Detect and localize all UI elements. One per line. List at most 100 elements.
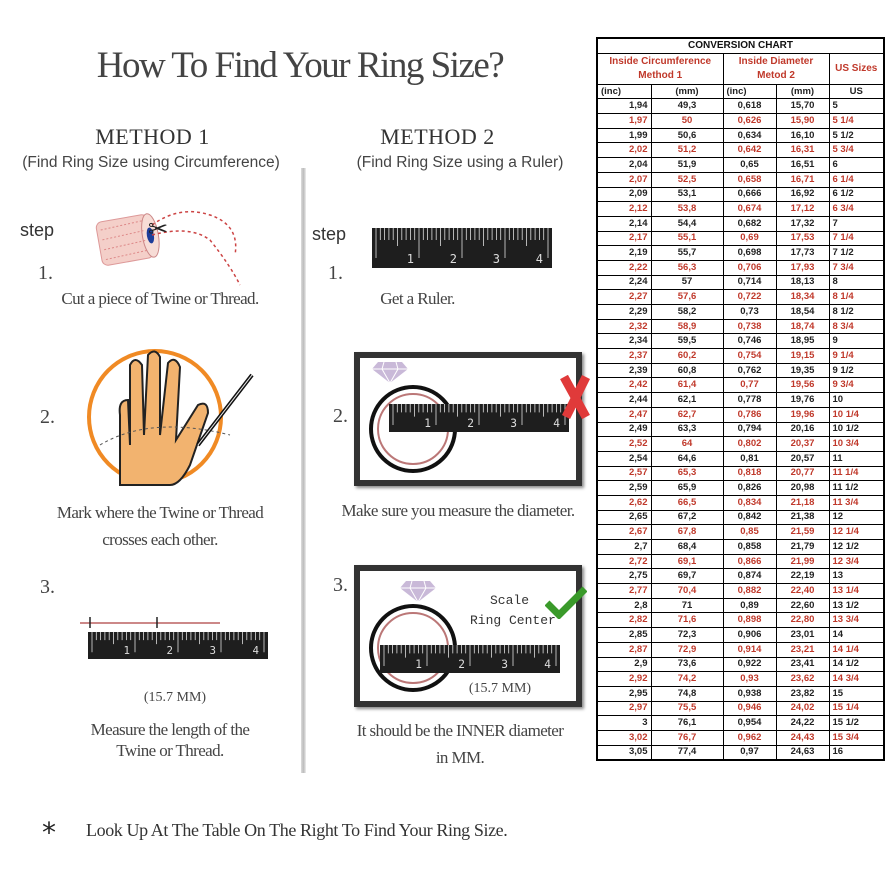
cell-circ-inc: 2,39 xyxy=(596,362,652,379)
cell-diam-mm: 24,63 xyxy=(775,744,830,761)
ruler-number: 1 xyxy=(415,658,422,671)
cell-circ-mm: 51,9 xyxy=(650,157,724,173)
cell-diam-mm: 15,90 xyxy=(775,113,830,129)
table-row: 2,97 75,5 0,946 24,02 15 1/4 xyxy=(596,700,885,717)
cell-diam-inc: 0,682 xyxy=(722,215,777,232)
cell-circ-mm: 71 xyxy=(650,597,724,614)
thread-line-icon xyxy=(80,617,220,628)
ruler-number: 4 xyxy=(536,252,543,266)
cell-circ-inc: 2,29 xyxy=(596,304,652,320)
cell-us-size: 5 1/4 xyxy=(828,113,885,129)
cell-circ-inc: 2,9 xyxy=(596,656,652,673)
cell-diam-inc: 0,834 xyxy=(722,494,777,511)
cell-circ-mm: 68,4 xyxy=(650,539,724,555)
method2-step3-caption-line1: It should be the INNER diameter xyxy=(356,721,564,740)
table-row: 2,57 65,3 0,818 20,77 11 1/4 xyxy=(596,465,885,482)
cell-diam-inc: 0,954 xyxy=(722,715,777,731)
cell-diam-mm: 19,76 xyxy=(775,392,830,408)
ruler-number: 3 xyxy=(501,658,508,671)
method2-heading: METHOD 2 xyxy=(380,124,495,149)
method1-step2-caption-line1: Mark where the Twine or Thread xyxy=(56,503,264,522)
cell-circ-inc: 2,62 xyxy=(596,494,652,511)
ruler-icon: 1 2 3 4 xyxy=(372,228,552,273)
cell-circ-inc: 2,22 xyxy=(596,259,652,276)
cell-diam-inc: 0,618 xyxy=(722,98,777,115)
cell-circ-mm: 55,1 xyxy=(650,230,724,247)
wrong-measure-illustration: 1 2 3 4 xyxy=(354,352,582,486)
cell-circ-inc: 1,94 xyxy=(596,98,652,115)
cell-diam-mm: 24,02 xyxy=(775,700,830,717)
cell-us-size: 12 3/4 xyxy=(828,553,885,570)
method1-step2-caption-line2: crosses each other. xyxy=(102,530,218,549)
cell-us-size: 5 xyxy=(828,98,885,115)
cell-circ-mm: 67,8 xyxy=(650,524,724,540)
table-row: 2,82 71,6 0,898 22,80 13 3/4 xyxy=(596,612,885,629)
cell-diam-inc: 0,658 xyxy=(722,171,777,188)
cell-us-size: 14 1/2 xyxy=(828,656,885,673)
cell-circ-mm: 72,9 xyxy=(650,641,724,658)
table-row: 2,27 57,6 0,722 18,34 8 1/4 xyxy=(596,289,885,305)
cell-diam-inc: 0,962 xyxy=(722,729,777,746)
method1-step3-caption-line2: Twine or Thread. xyxy=(116,741,224,760)
cell-diam-inc: 0,858 xyxy=(722,539,777,555)
cell-circ-mm: 75,5 xyxy=(650,700,724,717)
cell-diam-mm: 21,99 xyxy=(775,553,830,570)
cell-us-size: 14 3/4 xyxy=(828,671,885,687)
hand-measure-icon xyxy=(87,349,254,486)
correct-measure-illustration: Scale Ring Center 1 2 3 4 (15.7 MM) xyxy=(354,565,582,707)
method2-step2-caption: Make sure you measure the diameter. xyxy=(341,501,576,520)
cell-circ-mm: 57,6 xyxy=(650,289,724,305)
cell-diam-inc: 0,706 xyxy=(722,259,777,276)
cell-circ-mm: 58,9 xyxy=(650,318,724,335)
cell-diam-mm: 17,53 xyxy=(775,230,830,247)
cell-diam-inc: 0,946 xyxy=(722,700,777,717)
table-row: 2,17 55,1 0,69 17,53 7 1/4 xyxy=(596,230,885,247)
table-row: 2,54 64,6 0,81 20,57 11 xyxy=(596,450,885,467)
svg-text:✂: ✂ xyxy=(148,215,168,243)
method2-step3-caption-line2: in MM. xyxy=(435,748,485,767)
thread-spool-icon: ✂ xyxy=(95,210,241,286)
cell-diam-inc: 0,738 xyxy=(722,318,777,335)
cell-diam-inc: 0,746 xyxy=(722,333,777,350)
cell-circ-inc: 2,24 xyxy=(596,274,652,291)
cell-circ-inc: 2,42 xyxy=(596,377,652,394)
cell-circ-mm: 69,1 xyxy=(650,553,724,570)
header-circumference-line1: Inside Circumference xyxy=(609,55,712,67)
table-row: 2,72 69,1 0,866 21,99 12 3/4 xyxy=(596,553,885,570)
cell-circ-inc: 2,67 xyxy=(596,524,652,540)
unit-diam-inc: (inc) xyxy=(722,83,777,100)
cell-diam-mm: 24,22 xyxy=(775,715,830,731)
conversion-chart-table: CONVERSION CHART Inside Circumference Met… xyxy=(596,37,885,762)
cell-circ-mm: 56,3 xyxy=(650,259,724,276)
cell-diam-inc: 0,626 xyxy=(722,113,777,129)
cell-diam-mm: 20,37 xyxy=(775,436,830,452)
method2-step3-number: 3. xyxy=(333,574,348,596)
cell-us-size: 11 xyxy=(828,450,885,467)
cell-diam-mm: 16,31 xyxy=(775,142,830,159)
cell-us-size: 9 3/4 xyxy=(828,377,885,394)
cell-diam-mm: 16,71 xyxy=(775,171,830,188)
table-row: 2,52 64 0,802 20,37 10 3/4 xyxy=(596,436,885,452)
scale-label: Scale xyxy=(490,593,530,608)
ruler-number: 2 xyxy=(467,417,474,430)
cell-diam-mm: 21,38 xyxy=(775,509,830,526)
cell-circ-mm: 74,2 xyxy=(650,671,724,687)
cell-circ-mm: 62,1 xyxy=(650,392,724,408)
ruler-number: 1 xyxy=(407,252,414,266)
cell-circ-mm: 60,8 xyxy=(650,362,724,379)
table-row: 2,24 57 0,714 18,13 8 xyxy=(596,274,885,291)
method2-step-label: step xyxy=(312,224,347,244)
cell-diam-mm: 22,80 xyxy=(775,612,830,629)
table-row: 2,42 61,4 0,77 19,56 9 3/4 xyxy=(596,377,885,394)
cell-circ-mm: 64 xyxy=(650,436,724,452)
cell-circ-mm: 72,3 xyxy=(650,627,724,643)
cell-circ-mm: 66,5 xyxy=(650,494,724,511)
cell-circ-inc: 2,87 xyxy=(596,641,652,658)
cell-diam-inc: 0,642 xyxy=(722,142,777,159)
cell-us-size: 15 3/4 xyxy=(828,729,885,746)
table-row: 2,92 74,2 0,93 23,62 14 3/4 xyxy=(596,671,885,687)
ruler-number: 2 xyxy=(458,658,465,671)
cell-diam-inc: 0,794 xyxy=(722,421,777,438)
cell-us-size: 9 xyxy=(828,333,885,350)
